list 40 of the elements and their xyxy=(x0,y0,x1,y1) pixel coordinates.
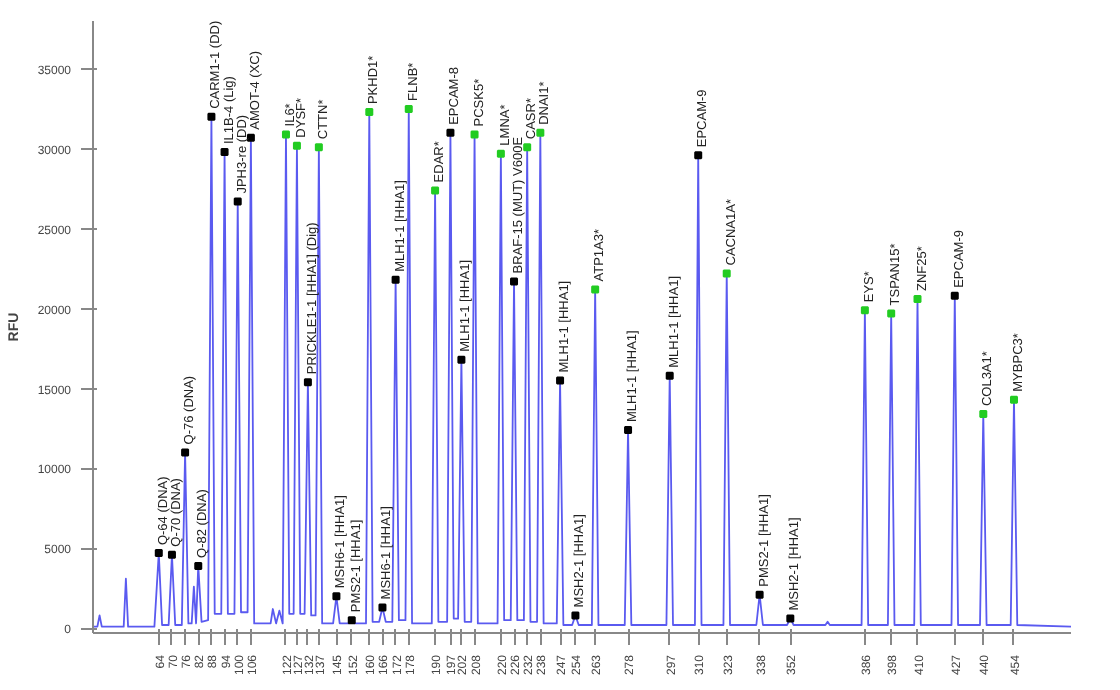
point xyxy=(913,295,922,304)
point xyxy=(167,550,176,559)
point xyxy=(571,611,580,620)
point xyxy=(510,277,519,286)
point xyxy=(303,378,312,387)
point xyxy=(624,426,633,435)
point xyxy=(470,130,479,139)
point xyxy=(950,291,959,300)
point xyxy=(979,410,988,419)
point xyxy=(365,108,374,117)
point xyxy=(665,371,674,380)
point xyxy=(860,306,869,315)
point xyxy=(496,149,505,158)
point xyxy=(755,590,764,599)
point xyxy=(391,275,400,284)
point xyxy=(457,355,466,364)
point xyxy=(523,143,532,152)
point xyxy=(446,128,455,137)
point xyxy=(536,128,545,137)
point xyxy=(220,148,229,157)
point xyxy=(281,130,290,139)
point xyxy=(233,197,242,206)
point xyxy=(292,141,301,150)
point xyxy=(207,112,216,121)
point xyxy=(1009,395,1018,404)
point xyxy=(887,309,896,318)
point xyxy=(556,376,565,385)
point xyxy=(154,549,163,558)
point xyxy=(591,285,600,294)
point xyxy=(347,616,356,625)
point xyxy=(786,614,795,623)
point xyxy=(404,104,413,113)
point xyxy=(378,603,387,612)
point xyxy=(722,269,731,278)
point xyxy=(314,143,323,152)
point xyxy=(694,151,703,160)
point xyxy=(332,592,341,601)
point xyxy=(181,448,190,457)
point xyxy=(431,186,440,195)
point xyxy=(194,561,203,570)
